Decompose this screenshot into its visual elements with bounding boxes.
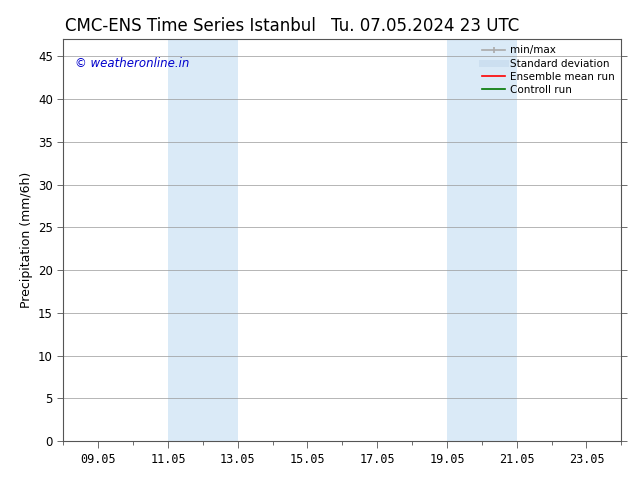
Bar [447,39,517,441]
Y-axis label: Precipitation (mm/6h): Precipitation (mm/6h) [20,172,32,308]
Text: CMC-ENS Time Series Istanbul: CMC-ENS Time Series Istanbul [65,17,316,35]
Text: Tu. 07.05.2024 23 UTC: Tu. 07.05.2024 23 UTC [331,17,519,35]
Bar [168,39,238,441]
Legend: min/max, Standard deviation, Ensemble mean run, Controll run: min/max, Standard deviation, Ensemble me… [478,41,619,99]
Text: © weatheronline.in: © weatheronline.in [75,57,189,70]
